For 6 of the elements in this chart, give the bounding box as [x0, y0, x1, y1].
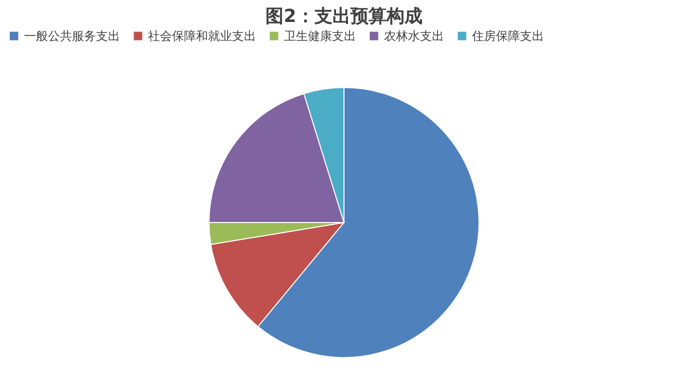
legend-label: 住房保障支出 [471, 29, 544, 43]
chart-title: 图2：支出预算构成 [266, 6, 422, 27]
legend-label: 卫生健康支出 [284, 29, 356, 43]
legend-label: 一般公共服务支出 [24, 29, 120, 43]
legend-label: 社会保障和就业支出 [148, 29, 256, 43]
legend-label: 农林水支出 [384, 29, 444, 43]
